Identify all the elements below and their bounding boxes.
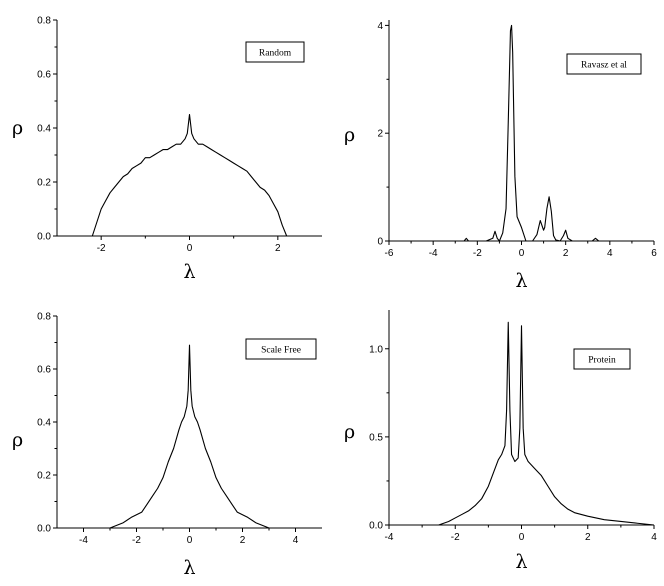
legend-label: Ravasz et al [581, 61, 627, 71]
x-tick-label: 2 [275, 243, 281, 254]
y-tick-label: 0.0 [37, 232, 51, 243]
y-tick-label: 0.2 [37, 178, 51, 189]
y-tick-label: 0.4 [37, 124, 51, 135]
x-tick-label: 4 [293, 535, 299, 546]
x-tick-label: 2 [240, 535, 246, 546]
panel-ravasz: -6 -4 -2 0 2 4 6 0 2 4 λ ρ Ravasz et al [344, 20, 657, 292]
legend: Random [245, 41, 305, 63]
y-tick-label: 0.8 [37, 312, 51, 323]
x-axis-label: λ [183, 261, 195, 283]
x-tick-label: -4 [385, 532, 394, 543]
x-tick-label: 0 [187, 535, 193, 546]
x-tick-label: 2 [563, 248, 569, 259]
series-line [72, 344, 307, 529]
x-tick-label: -6 [385, 248, 394, 259]
y-tick-label: 0 [377, 237, 383, 248]
y-tick-label: 0.4 [37, 418, 51, 429]
panel-scale-free: -4 -2 0 2 4 0.0 0.2 0.4 0.6 0.8 λ ρ Scale Free [12, 312, 322, 579]
legend-label: Random [259, 49, 292, 59]
x-tick-label: -4 [429, 248, 438, 259]
legend-box [566, 53, 642, 75]
x-tick-label: 0 [519, 248, 525, 259]
x-tick-label: 0 [519, 532, 525, 543]
y-axis-label: ρ [12, 429, 23, 451]
y-axis-label: ρ [344, 124, 355, 146]
y-tick-label: 0.2 [37, 471, 51, 482]
y-axis-label: ρ [344, 421, 355, 443]
x-tick-label: -2 [473, 248, 482, 259]
y-tick-label: 0.8 [37, 16, 51, 27]
x-axis-label: λ [515, 551, 527, 573]
legend-box [245, 41, 305, 63]
x-axis-label: λ [183, 557, 195, 579]
legend-label: Protein [588, 356, 616, 366]
x-tick-label: -2 [451, 532, 460, 543]
y-axis-label: ρ [12, 117, 23, 139]
x-tick-label: -2 [97, 243, 106, 254]
panel-random: -2 0 2 0.0 0.2 0.4 0.6 0.8 λ ρ Random [12, 16, 322, 283]
y-tick-label: 0.0 [37, 524, 51, 535]
x-tick-label: -4 [79, 535, 88, 546]
x-tick-label: 4 [651, 532, 657, 543]
y-tick-label: 0.6 [37, 70, 51, 81]
legend-box [573, 348, 631, 370]
y-tick-label: 0.0 [369, 521, 383, 532]
series-line [389, 321, 655, 526]
legend: Scale Free [245, 338, 317, 360]
x-tick-label: 2 [585, 532, 591, 543]
legend-box [245, 338, 317, 360]
y-tick-label: 4 [377, 21, 383, 32]
x-tick-label: 6 [651, 248, 657, 259]
series-line [389, 24, 654, 242]
legend: Ravasz et al [566, 53, 642, 75]
panel-protein: -4 -2 0 2 4 0.0 0.5 1.0 λ ρ Protein [344, 310, 657, 573]
x-tick-label: -2 [132, 535, 141, 546]
legend-label: Scale Free [261, 346, 301, 356]
y-tick-label: 0.6 [37, 365, 51, 376]
x-axis-label: λ [515, 270, 527, 292]
x-tick-label: 4 [607, 248, 613, 259]
x-tick-label: 0 [187, 243, 193, 254]
y-tick-label: 0.5 [369, 432, 383, 443]
series-line [91, 113, 288, 237]
legend: Protein [573, 348, 631, 370]
y-tick-label: 2 [377, 129, 383, 140]
y-tick-label: 1.0 [369, 344, 383, 355]
